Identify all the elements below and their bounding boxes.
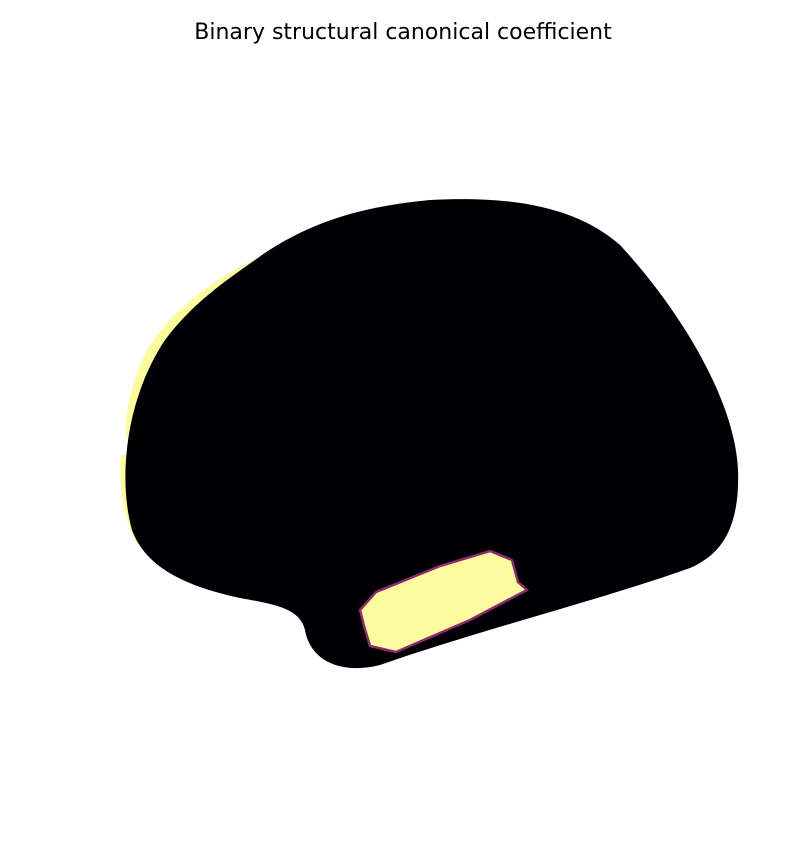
figure-title: Binary structural canonical coefficient [194,20,612,45]
brain-outline [125,199,739,669]
frontal-highlight [125,252,271,440]
brain-surface [120,199,739,669]
temporal-highlight [358,549,530,654]
